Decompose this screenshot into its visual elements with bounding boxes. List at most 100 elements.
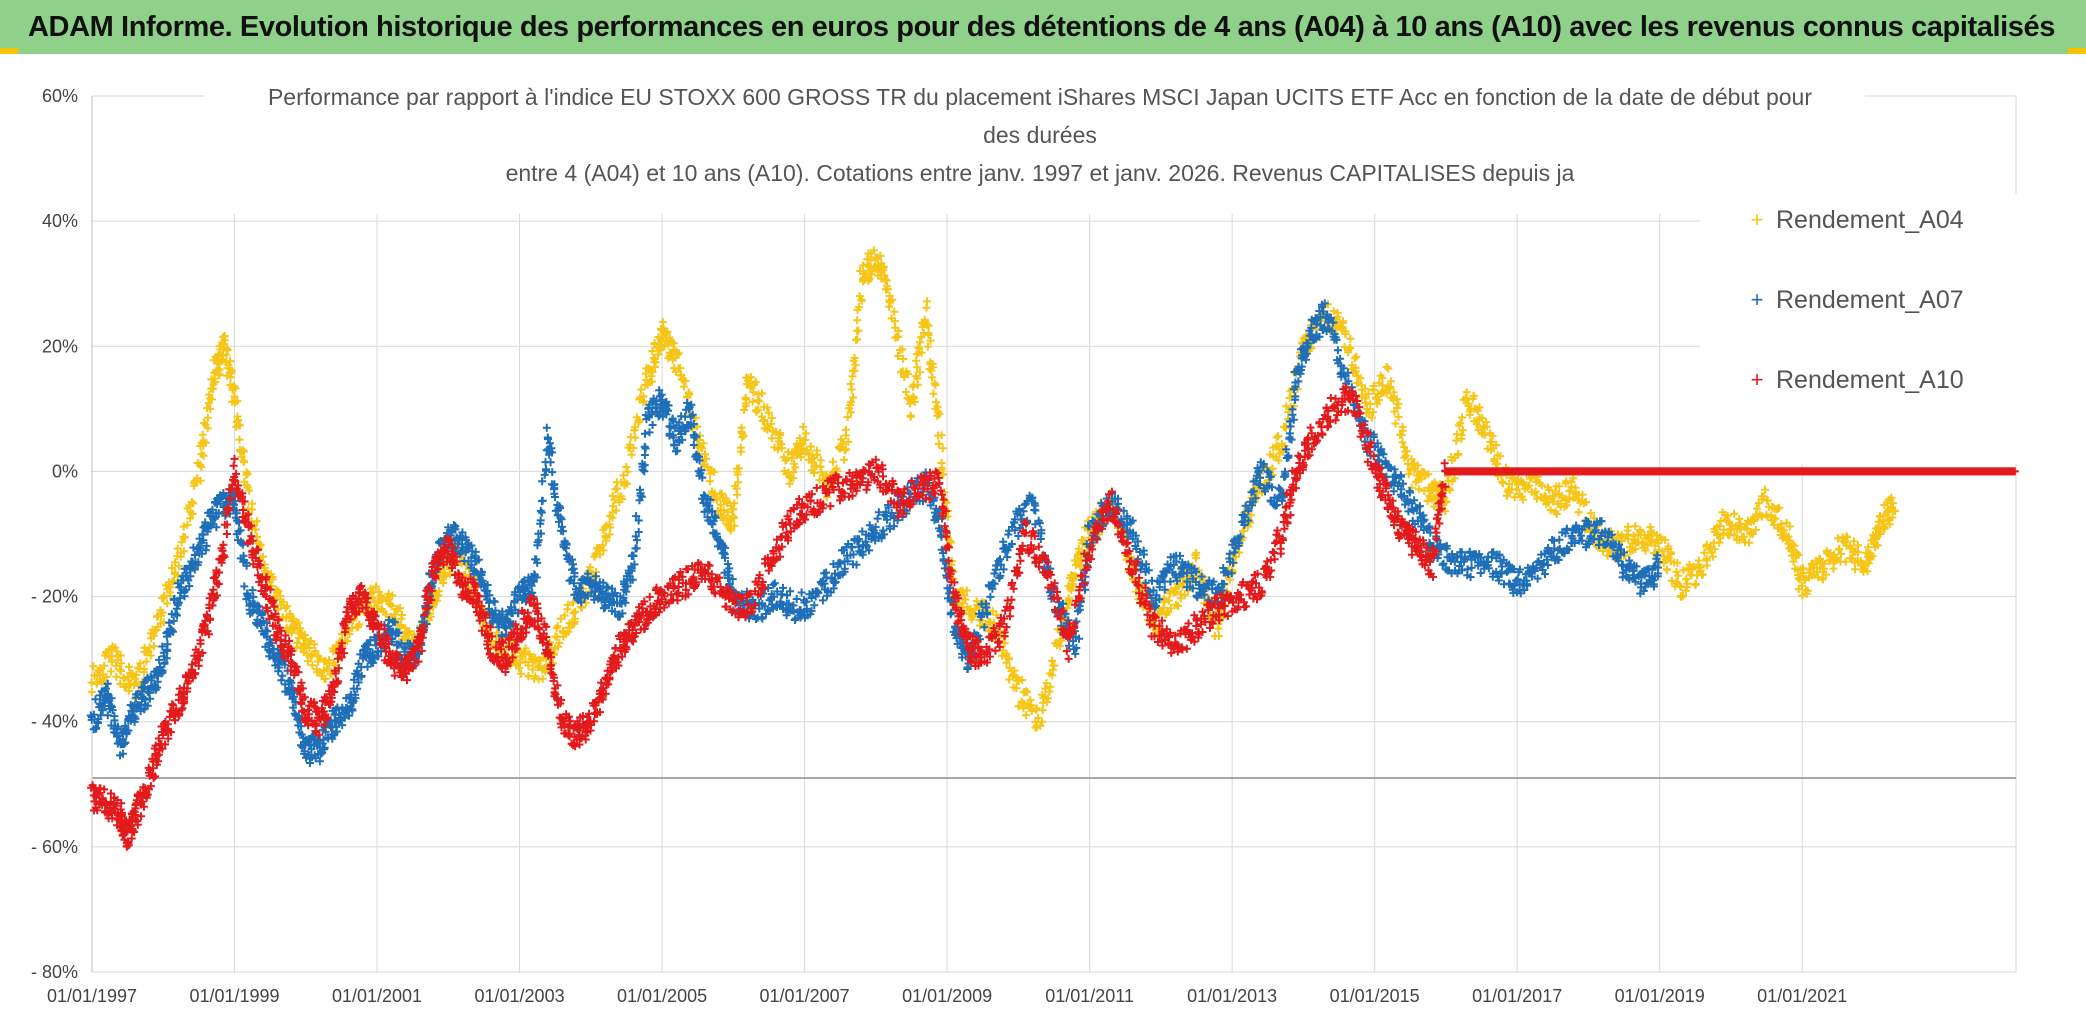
data-point	[136, 659, 145, 668]
data-point	[102, 673, 111, 681]
data-point	[1674, 571, 1682, 580]
data-point	[799, 422, 808, 431]
data-point	[1341, 327, 1350, 336]
data-point	[555, 638, 564, 647]
data-point	[608, 513, 617, 522]
data-point	[132, 670, 141, 679]
data-point	[1004, 654, 1013, 663]
data-point	[230, 383, 239, 392]
data-point	[902, 388, 911, 396]
data-point	[301, 635, 310, 644]
data-point	[673, 350, 682, 359]
data-point	[841, 425, 850, 434]
data-point	[1214, 624, 1223, 633]
data-point	[748, 397, 757, 406]
data-point	[1274, 432, 1283, 441]
data-point	[1361, 384, 1369, 393]
data-point	[542, 423, 551, 432]
data-point	[203, 413, 212, 422]
data-point	[1366, 400, 1375, 409]
data-point	[1555, 482, 1564, 491]
data-point	[1019, 704, 1028, 713]
data-point	[763, 403, 772, 412]
data-point	[1458, 413, 1467, 422]
data-point	[648, 421, 657, 429]
data-point	[302, 649, 311, 658]
data-point	[738, 429, 747, 438]
data-point	[937, 431, 946, 440]
data-point	[179, 547, 188, 556]
data-point	[740, 406, 748, 414]
data-point	[986, 618, 995, 626]
data-point	[790, 459, 798, 468]
data-point	[116, 651, 125, 660]
data-point	[641, 429, 649, 438]
data-point	[735, 464, 743, 473]
data-point	[1384, 364, 1393, 373]
data-point	[1512, 485, 1521, 494]
data-point	[259, 552, 267, 561]
data-point	[243, 469, 252, 478]
banner-accent-left	[0, 48, 18, 54]
data-point	[187, 509, 196, 518]
data-point	[171, 558, 179, 567]
data-point	[1049, 661, 1058, 670]
data-point	[89, 662, 98, 671]
data-point	[935, 439, 944, 448]
x-tick-label: 01/01/2013	[1187, 986, 1277, 1006]
data-point	[698, 444, 707, 453]
data-point	[142, 657, 151, 666]
data-point	[716, 500, 725, 509]
x-tick-label: 01/01/2003	[475, 986, 565, 1006]
data-point	[656, 340, 665, 349]
data-point	[632, 544, 641, 553]
y-tick-label: 40%	[42, 211, 78, 231]
data-point	[1391, 419, 1400, 428]
x-tick-label: 01/01/2019	[1615, 986, 1705, 1006]
data-point	[1368, 408, 1377, 417]
data-point	[238, 446, 247, 455]
data-point	[283, 602, 291, 611]
data-point	[520, 647, 529, 656]
data-point	[96, 666, 105, 675]
data-point	[844, 437, 853, 446]
data-point	[1247, 511, 1255, 520]
data-point	[563, 600, 572, 609]
data-point	[277, 676, 286, 685]
data-point	[1167, 604, 1175, 613]
data-point	[183, 520, 192, 529]
y-tick-label: - 20%	[31, 587, 78, 607]
data-point	[131, 674, 140, 683]
data-point	[758, 389, 766, 398]
data-point	[1450, 474, 1459, 483]
data-point	[1346, 334, 1355, 343]
data-point	[124, 686, 133, 695]
data-point	[702, 454, 711, 463]
scatter-chart: 60%40%20%0%- 20%- 40%- 60%- 80%01/01/199…	[31, 74, 2019, 1006]
data-point	[881, 276, 890, 285]
data-point	[1694, 556, 1703, 565]
data-point	[785, 473, 794, 481]
data-point	[1346, 344, 1355, 353]
data-point	[1835, 544, 1844, 553]
data-point	[1272, 433, 1281, 442]
data-point	[627, 450, 636, 459]
data-point	[681, 377, 690, 385]
data-point	[174, 562, 183, 571]
x-tick-label: 01/01/2021	[1757, 986, 1847, 1006]
data-point	[631, 433, 640, 442]
data-point	[1171, 588, 1180, 596]
data-point	[1333, 312, 1342, 321]
data-point	[1363, 405, 1372, 413]
chart-title-line-2: des durées	[983, 122, 1097, 148]
data-point	[801, 429, 810, 438]
data-point	[159, 594, 168, 603]
data-point	[962, 586, 971, 595]
data-point	[396, 604, 405, 613]
data-point	[538, 674, 547, 683]
data-point	[767, 414, 776, 422]
data-point	[198, 430, 207, 439]
data-point	[1042, 698, 1051, 707]
data-point	[91, 695, 100, 704]
data-point	[1519, 495, 1527, 504]
